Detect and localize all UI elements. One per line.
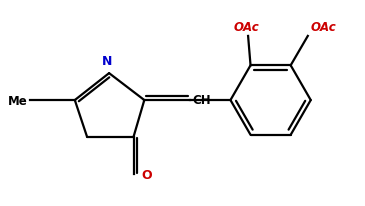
Text: N: N xyxy=(102,55,112,68)
Text: OAc: OAc xyxy=(311,21,337,34)
Text: Me: Me xyxy=(8,94,28,107)
Text: OAc: OAc xyxy=(233,21,259,34)
Text: CH: CH xyxy=(193,94,211,107)
Text: O: O xyxy=(141,168,152,181)
